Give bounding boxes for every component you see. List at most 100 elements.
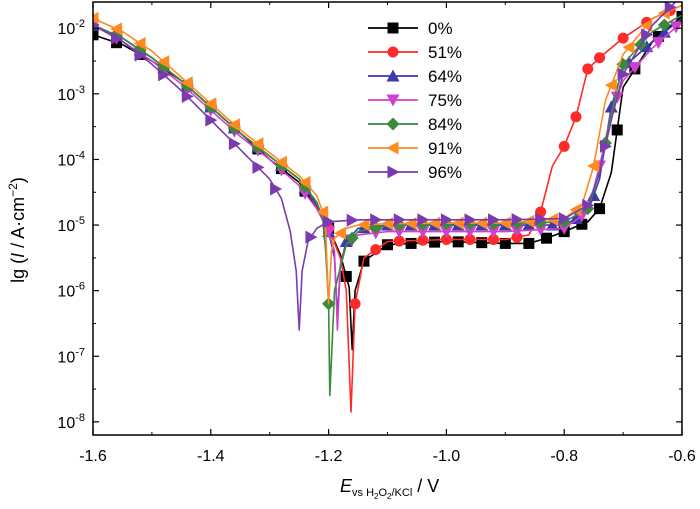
legend-marker [386, 94, 400, 107]
data-point [93, 21, 100, 29]
data-point [349, 298, 361, 310]
y-tick-label: 10-4 [57, 149, 85, 169]
y-tick-label: 10-5 [57, 215, 85, 235]
data-point [440, 233, 452, 245]
data-point [664, 2, 677, 14]
legend-label: 96% [428, 163, 462, 182]
data-point [640, 19, 653, 33]
data-point [157, 55, 170, 69]
data-point [316, 205, 329, 219]
ticks-layer: -1.6 -1.4 -1.2 -1.0 -0.8 -0.6 10-2 10-3 10-4 10-5… [57, 2, 696, 465]
legend-entry: 0% [368, 19, 453, 38]
data-point [523, 237, 535, 249]
x-tick-label: -0.6 [668, 448, 696, 465]
data-point [617, 67, 630, 81]
data-point [594, 203, 606, 215]
data-point [417, 213, 430, 227]
data-point [464, 233, 476, 245]
data-point [370, 213, 383, 227]
data-point [651, 37, 665, 50]
data-point [305, 230, 318, 244]
data-point [339, 234, 353, 247]
data-point [541, 232, 553, 244]
data-point [464, 213, 477, 227]
data-point [558, 140, 570, 152]
data-point [251, 137, 264, 151]
data-point [622, 40, 635, 54]
data-point [487, 226, 501, 239]
y-tick-label: 10-2 [57, 18, 85, 38]
data-point [323, 215, 336, 229]
data-point [252, 160, 265, 174]
data-point [440, 213, 453, 227]
data-point [611, 124, 623, 136]
y-label-exp: −2 [6, 183, 20, 197]
data-point [133, 36, 146, 50]
legend-marker [386, 117, 400, 131]
legend-label: 75% [428, 91, 462, 110]
data-point [582, 63, 594, 75]
legend-entry: 64% [368, 67, 462, 86]
data-point [545, 218, 559, 231]
legend: 0% 51% 64% 75% 84% 91% 96% [368, 19, 462, 182]
data-point [569, 212, 583, 224]
data-point [93, 29, 99, 41]
series-line [93, 4, 682, 305]
y-label-i: I [8, 253, 28, 258]
legend-marker [386, 141, 399, 155]
data-point [557, 222, 571, 235]
data-point [158, 68, 171, 82]
series-6 [93, 2, 677, 331]
data-point [333, 226, 346, 240]
data-point [582, 198, 595, 212]
data-point [510, 225, 524, 238]
legend-entry: 75% [368, 91, 462, 110]
legend-marker [387, 46, 399, 58]
data-point [274, 155, 287, 169]
data-point [657, 18, 671, 32]
data-point [439, 226, 453, 239]
data-point [534, 224, 548, 237]
data-point [417, 234, 429, 246]
y-label-suffix: ) [8, 177, 28, 183]
data-point [452, 236, 464, 248]
data-point [111, 31, 124, 45]
data-point [640, 40, 654, 53]
series-line [93, 15, 682, 351]
data-point [594, 52, 606, 64]
y-axis-label: lg (I / A·cm−2) [6, 177, 28, 283]
data-point [463, 226, 477, 239]
data-point [488, 213, 501, 227]
x-label-sub-vs: vs H [352, 487, 374, 499]
data-point [370, 244, 382, 256]
data-point [298, 175, 311, 189]
data-point [641, 28, 654, 42]
data-point [511, 213, 524, 227]
data-point [393, 235, 405, 247]
legend-entry: 96% [368, 163, 462, 182]
data-point [599, 139, 612, 153]
legend-marker [386, 69, 400, 82]
legend-marker [387, 165, 400, 179]
data-point [340, 270, 352, 282]
x-label-sub-kcl: /KCl [391, 487, 412, 499]
data-point [93, 11, 99, 25]
x-tick-label: -1.6 [79, 448, 107, 465]
plot-frame [92, 1, 683, 436]
data-point [429, 236, 441, 248]
data-point [204, 97, 217, 111]
legend-entry: 91% [368, 139, 462, 158]
data-point [110, 22, 123, 36]
data-point [587, 159, 600, 173]
data-point [345, 231, 359, 245]
y-label-mid: / A·cm [8, 197, 28, 253]
legend-label: 0% [428, 19, 453, 38]
x-tick-label: -1.0 [433, 448, 461, 465]
legend-label: 64% [428, 67, 462, 86]
legend-label: 84% [428, 115, 462, 134]
data-point [180, 76, 193, 90]
data-point [181, 89, 194, 103]
data-point [628, 62, 642, 75]
data-point [488, 233, 500, 245]
